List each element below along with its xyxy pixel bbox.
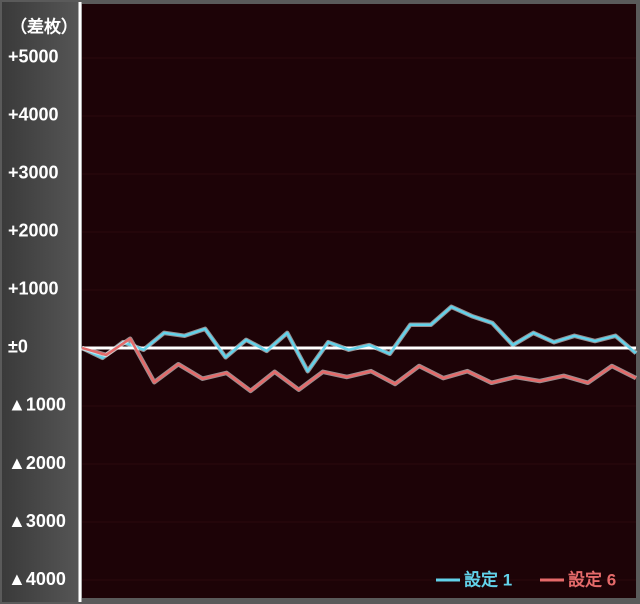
- y-tick-label: +1000: [8, 279, 59, 299]
- plot-area: [82, 4, 636, 598]
- y-tick-label: +5000: [8, 47, 59, 67]
- legend-label: 設定 6: [568, 569, 616, 589]
- y-tick-label: +3000: [8, 163, 59, 183]
- y-tick-label: ▲3000: [8, 511, 66, 531]
- y-tick-label: ▲4000: [8, 569, 66, 589]
- y-tick-label: ▲1000: [8, 395, 66, 415]
- legend-label: 設定 1: [464, 569, 512, 589]
- axis-panel: [2, 2, 78, 602]
- y-tick-label: ±0: [8, 337, 28, 357]
- y-tick-label: +4000: [8, 105, 59, 125]
- series-line: [81, 337, 637, 393]
- y-axis-label: （差枚）: [10, 16, 78, 36]
- series-line: [81, 305, 637, 373]
- y-tick-label: +2000: [8, 221, 59, 241]
- y-tick-label: ▲2000: [8, 453, 66, 473]
